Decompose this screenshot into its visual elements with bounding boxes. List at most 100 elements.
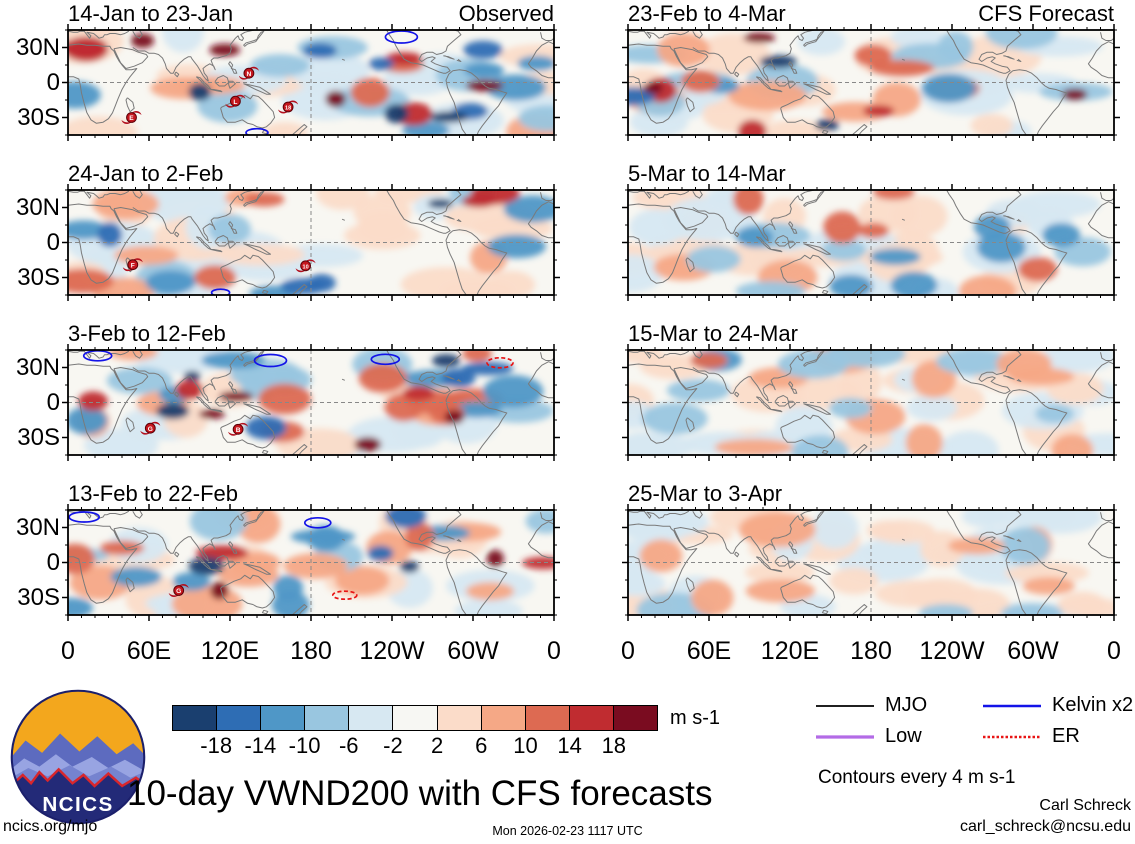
kelvin-contour <box>253 353 288 368</box>
legend-label: Low <box>885 725 922 747</box>
anomaly-blob <box>367 545 394 562</box>
cyclone-label: N <box>247 71 252 78</box>
anomaly-blob <box>334 565 390 596</box>
colorbar-tick: 18 <box>601 733 627 758</box>
map-frame <box>627 509 1115 616</box>
anomaly-blob <box>462 350 492 362</box>
anomaly-blob <box>236 510 281 544</box>
anomaly-blob <box>858 222 889 239</box>
anomaly-blob <box>1004 561 1089 584</box>
anomaly-blob <box>350 77 390 108</box>
map-panel <box>622 504 1120 621</box>
anomaly-blob <box>325 90 346 108</box>
anomaly-blob <box>920 530 965 567</box>
anomaly-blob <box>356 212 410 243</box>
cyclone-icon: 10 <box>295 259 316 273</box>
anomaly-blob <box>961 510 1006 528</box>
contour-interval-note: Contours every 4 m s-1 <box>818 767 1016 788</box>
anomaly-blob <box>815 119 839 131</box>
anomaly-blob <box>936 350 1012 376</box>
anomaly-blob <box>906 394 958 421</box>
anomaly-blob <box>209 43 241 57</box>
anomaly-blob <box>92 190 159 220</box>
panel-title-row: 13-Feb to 22-Feb <box>68 481 554 507</box>
anomaly-blob <box>441 368 476 388</box>
colorbar-tick: -2 <box>383 733 403 758</box>
anomaly-field <box>628 190 1111 295</box>
map-frame <box>627 349 1115 456</box>
anomaly-blob <box>891 195 948 237</box>
legend-label: Kelvin x2 <box>1052 694 1134 716</box>
map-frame <box>67 29 555 136</box>
panel-title-row: 24-Jan to 2-Feb <box>68 161 554 187</box>
y-axis-label: 30S <box>17 263 60 291</box>
anomaly-blob <box>145 270 196 295</box>
anomaly-blob <box>183 371 201 381</box>
anomaly-blob <box>68 116 138 135</box>
cyclone-label: B <box>236 427 241 434</box>
map-content: N L 18 E <box>68 30 554 135</box>
legend-item: MJO <box>816 694 927 717</box>
er-contour <box>331 590 358 601</box>
anomaly-blob <box>243 192 285 207</box>
panel-title: 15-Mar to 24-Mar <box>628 321 798 346</box>
anomaly-blob <box>905 424 943 455</box>
er-contour <box>486 356 514 369</box>
anomaly-blob <box>829 274 873 295</box>
y-axis-label: 30N <box>15 513 60 541</box>
anomaly-blob <box>862 537 928 563</box>
anomaly-blob <box>354 437 382 452</box>
x-axis-label: 0 <box>61 637 75 665</box>
anomaly-blob <box>172 572 211 591</box>
anomaly-blob <box>385 510 427 529</box>
anomaly-blob <box>1051 434 1094 455</box>
anomaly-blob <box>100 540 145 556</box>
panel-title-row: 25-Mar to 3-Apr <box>628 481 1114 507</box>
colorbar-cell <box>217 706 262 730</box>
y-axis-label: 0 <box>46 228 60 256</box>
logo-ridge <box>11 769 145 824</box>
anomaly-blob <box>1057 591 1107 615</box>
anomaly-blob <box>68 81 101 109</box>
anomaly-map <box>622 24 1120 141</box>
colorbar-cell <box>393 706 438 730</box>
anomaly-blob <box>872 190 915 200</box>
colorbar-tick: 14 <box>557 733 582 758</box>
anomaly-blob <box>162 30 205 53</box>
anomaly-blob <box>454 599 523 615</box>
anomaly-field <box>628 30 1113 135</box>
anomaly-blob <box>639 539 683 573</box>
anomaly-blob <box>463 40 503 60</box>
legend-item: Low <box>816 725 922 748</box>
colorbar-tick: 2 <box>430 733 444 758</box>
anomaly-field <box>628 510 1114 615</box>
anomaly-blob <box>745 579 816 603</box>
x-axis-label: 0 <box>1107 637 1121 665</box>
anomaly-blob <box>797 30 846 56</box>
ncics-logo: NCICS <box>10 689 146 825</box>
panel-title: 3-Feb to 12-Feb <box>68 321 226 346</box>
legend-item: ER <box>983 725 1080 748</box>
colorbar-cell <box>437 706 482 730</box>
y-axis-label: 0 <box>46 68 60 96</box>
colorbar-cell <box>525 706 570 730</box>
legend-item: Kelvin x2 <box>983 694 1133 717</box>
anomaly-blob <box>280 243 363 268</box>
anomaly-blob <box>874 580 956 608</box>
cyclone-label: G <box>176 588 181 595</box>
kelvin-contour <box>210 288 231 295</box>
anomaly-blob <box>399 560 419 573</box>
panel-title: 25-Mar to 3-Apr <box>628 481 783 506</box>
y-axis-label: 30N <box>15 193 60 221</box>
anomaly-blob <box>462 194 497 208</box>
anomaly-blob <box>854 44 892 67</box>
y-axis-label: 30S <box>17 423 60 451</box>
column-header: CFS Forecast <box>978 1 1114 26</box>
anomaly-field <box>628 350 1114 455</box>
cyclone-icon: E <box>121 111 142 124</box>
x-axis-label: 180 <box>290 637 332 665</box>
anomaly-blob <box>821 239 867 261</box>
anomaly-blob <box>1018 256 1058 282</box>
anomaly-blob <box>759 55 797 69</box>
anomaly-blob <box>156 403 190 420</box>
